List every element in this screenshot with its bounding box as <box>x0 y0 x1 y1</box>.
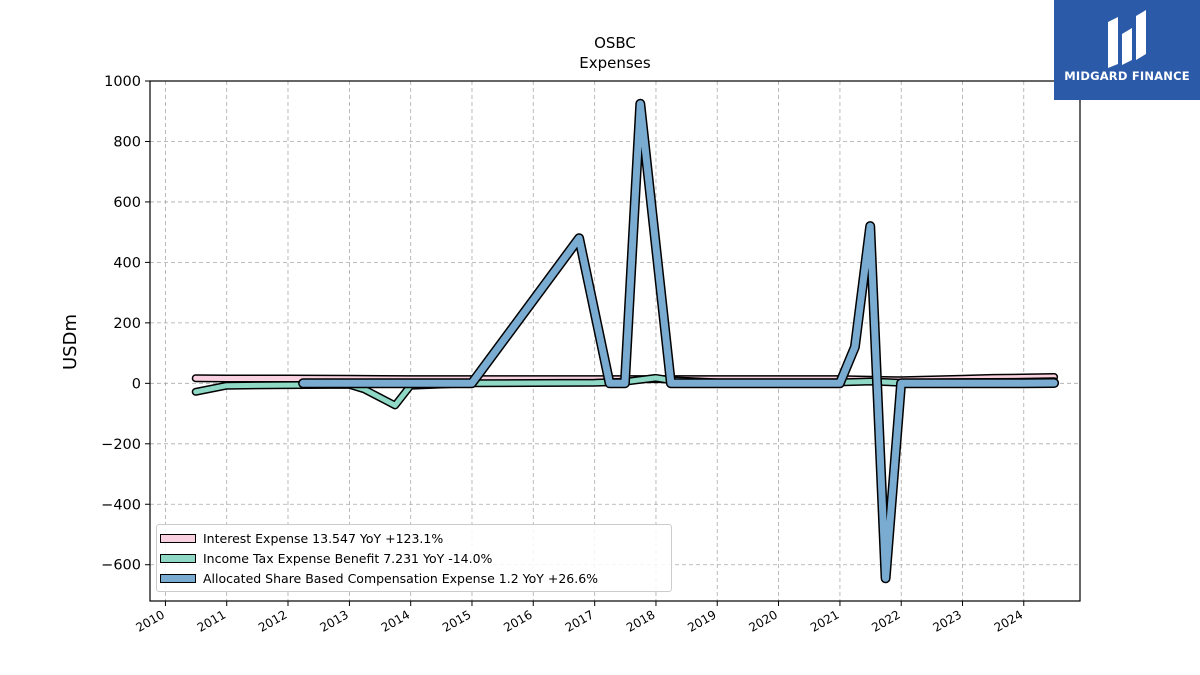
brand-logo: MIDGARD FINANCE <box>1054 0 1200 100</box>
grid <box>150 80 1080 601</box>
brand-name: MIDGARD FINANCE <box>1064 69 1190 83</box>
y-tick-label: −400 <box>101 497 141 513</box>
chart-subtitle: Expenses <box>579 54 651 72</box>
x-tick-label: 2020 <box>747 607 780 634</box>
x-tick-label: 2017 <box>563 607 596 634</box>
y-tick-label: 0 <box>132 376 141 392</box>
y-tick-label: 800 <box>113 134 141 150</box>
y-axis-label: USDm <box>60 314 81 370</box>
legend-item-share-based-comp: Allocated Share Based Compensation Expen… <box>157 569 671 589</box>
x-tick-label: 2022 <box>869 607 902 634</box>
plot-frame <box>149 80 1081 602</box>
x-tick-label: 2015 <box>440 607 473 634</box>
chart-title: OSBC <box>594 34 636 52</box>
legend-swatch <box>160 554 196 563</box>
series-outline-allocated-share-based-compensation-expense <box>298 98 1060 584</box>
legend-label: Interest Expense 13.547 YoY +123.1% <box>203 531 444 546</box>
x-axis: 2010 2011 2012 2013 2014 2015 2016 2017 2018 2019… <box>133 601 1025 635</box>
x-tick-label: 2018 <box>624 607 657 634</box>
y-tick-label: 600 <box>113 195 141 211</box>
legend-swatch <box>160 574 196 583</box>
x-tick-label: 2024 <box>992 607 1025 634</box>
legend-label: Income Tax Expense Benefit 7.231 YoY -14… <box>203 551 493 566</box>
y-tick-label: 400 <box>113 255 141 271</box>
x-tick-label: 2012 <box>256 607 289 634</box>
x-tick-label: 2019 <box>685 607 718 634</box>
legend-item-interest-expense: Interest Expense 13.547 YoY +123.1% <box>157 529 671 549</box>
legend-swatch <box>160 534 196 543</box>
x-tick-label: 2016 <box>501 607 534 634</box>
legend: Interest Expense 13.547 YoY +123.1% Inco… <box>156 524 672 592</box>
x-tick-label: 2014 <box>379 607 412 634</box>
series-line-allocated-share-based-compensation-expense <box>299 100 1058 582</box>
legend-label: Allocated Share Based Compensation Expen… <box>203 571 599 586</box>
series-layer <box>191 98 1060 584</box>
y-tick-label: 1000 <box>104 74 141 90</box>
y-tick-label: −600 <box>101 558 141 574</box>
y-axis: −600 −400 −200 0 200 400 600 800 1000 <box>101 74 150 574</box>
legend-item-income-tax: Income Tax Expense Benefit 7.231 YoY -14… <box>157 549 671 569</box>
x-tick-label: 2023 <box>931 607 964 634</box>
x-tick-label: 2011 <box>195 607 228 634</box>
x-tick-label: 2010 <box>133 607 166 634</box>
x-tick-label: 2013 <box>317 607 350 634</box>
x-tick-label: 2021 <box>808 607 841 634</box>
y-tick-label: −200 <box>101 437 141 453</box>
y-tick-label: 200 <box>113 316 141 332</box>
midgard-logo-icon <box>1108 10 1146 68</box>
